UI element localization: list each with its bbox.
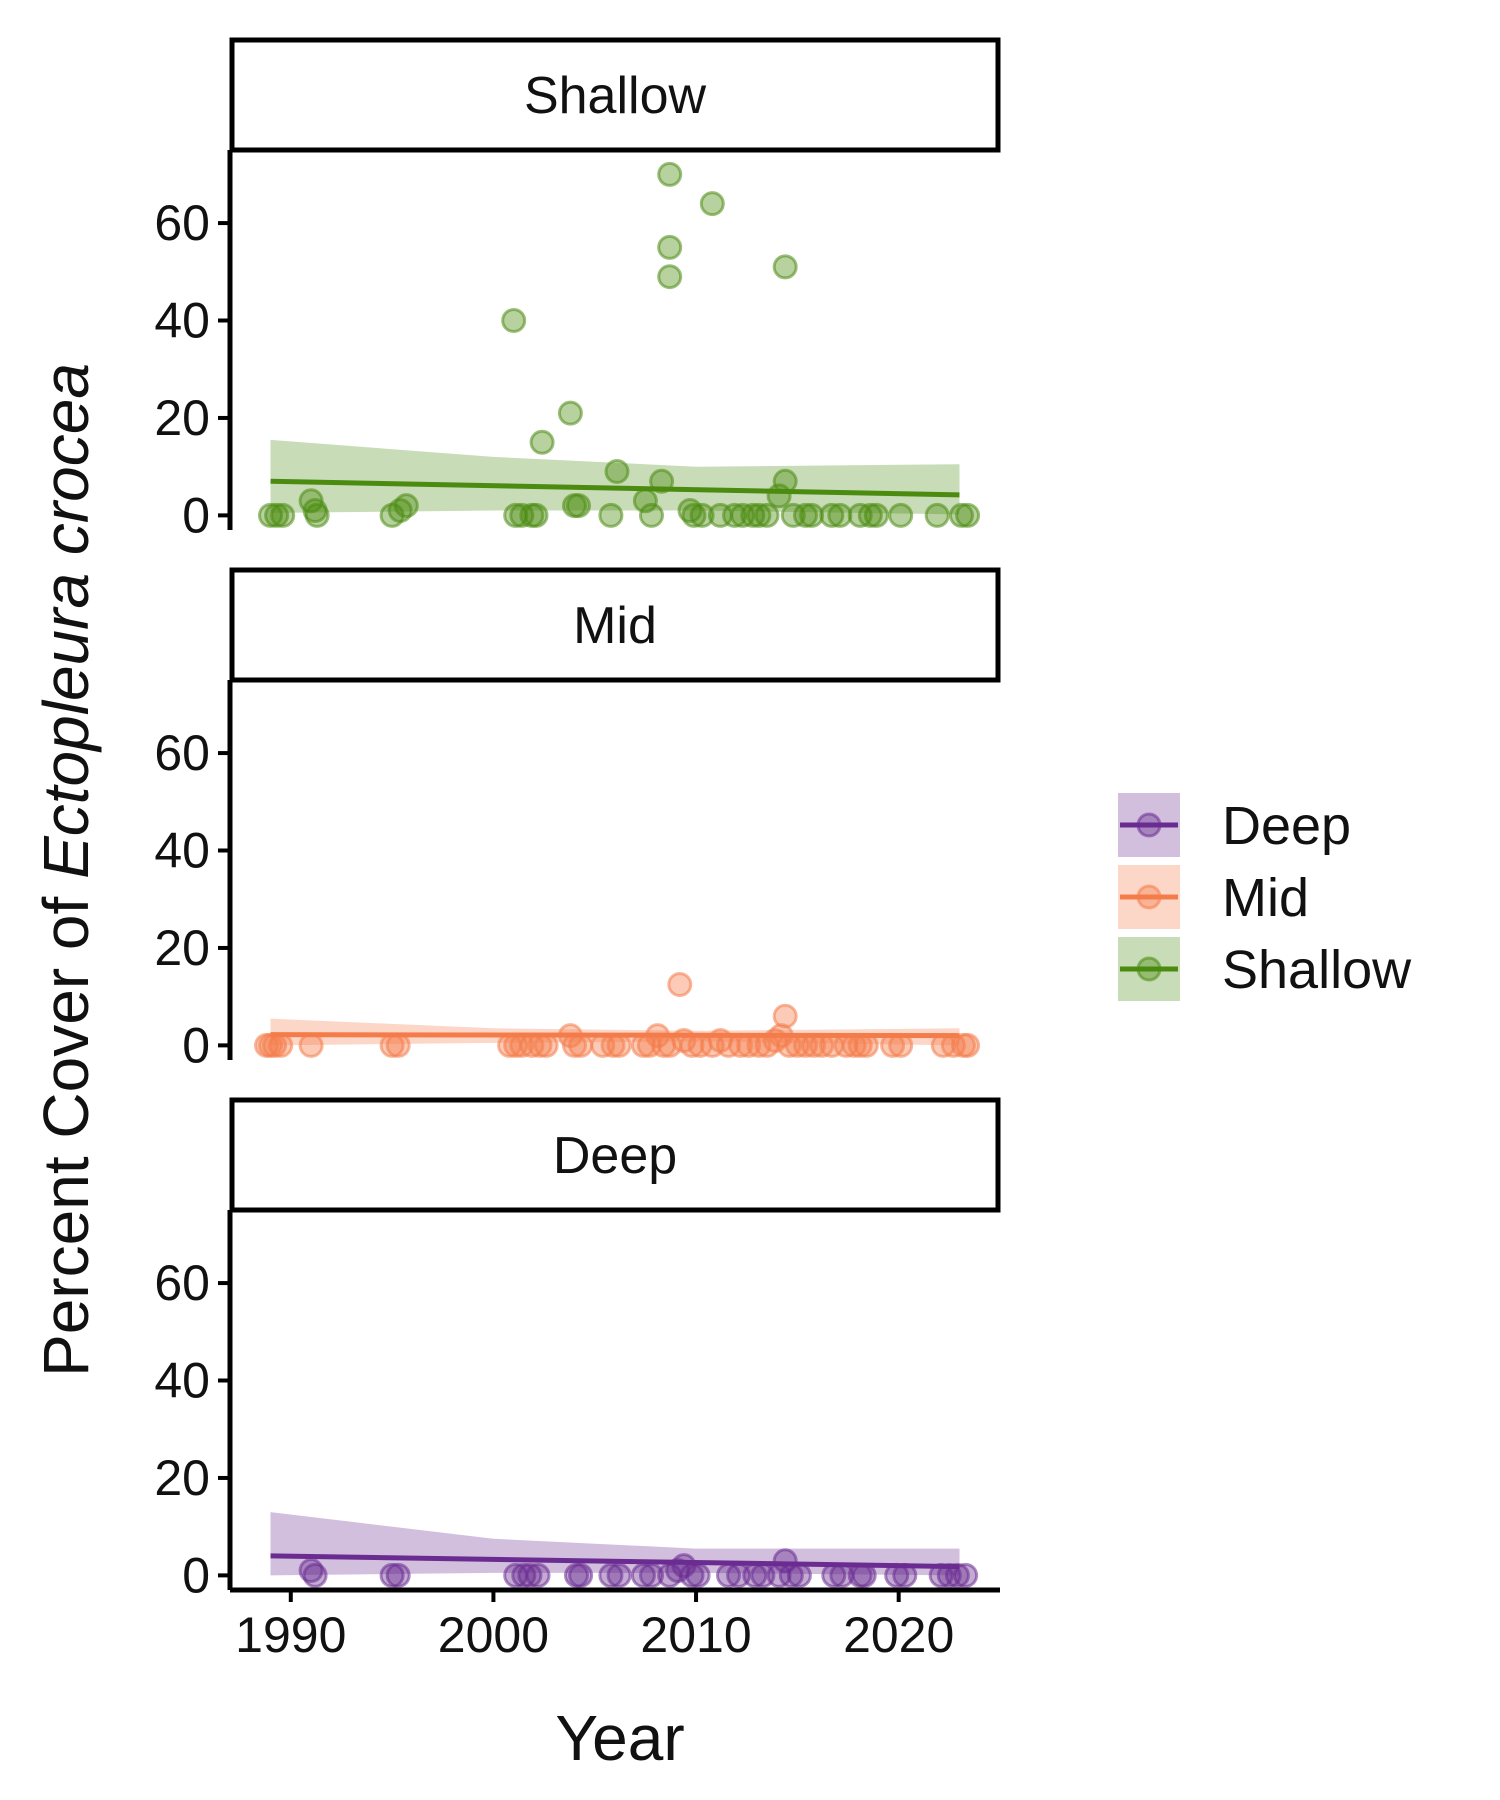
data-point <box>786 1562 812 1588</box>
data-point <box>746 502 772 528</box>
data-point <box>888 502 914 528</box>
panel-deep: Deep 0 20 40 60 1990 2000 2010 2020 <box>154 1097 1001 1663</box>
data-point <box>799 502 825 528</box>
y-tick-label: 20 <box>154 920 210 976</box>
x-axis-title: Year <box>555 1702 684 1774</box>
data-point <box>606 1562 632 1588</box>
x-tick-label: 2020 <box>843 1607 954 1663</box>
y-axis-title: Percent Cover of Ectopleura crocea <box>30 363 102 1377</box>
data-point <box>393 493 419 519</box>
data-point <box>298 1032 324 1058</box>
data-point <box>955 502 981 528</box>
trend-line <box>270 1553 960 1570</box>
data-point <box>722 502 748 528</box>
data-point <box>667 972 693 997</box>
data-point <box>685 1562 711 1588</box>
panel-shallow: Shallow 0 20 40 60 <box>154 37 1001 543</box>
x-tick-label: 2010 <box>640 1607 751 1663</box>
trend-line <box>270 478 960 498</box>
y-tick-label: 60 <box>154 195 210 251</box>
data-point <box>772 1003 798 1029</box>
legend-key-point <box>1136 956 1162 982</box>
data-point <box>302 1562 328 1588</box>
strip-box <box>229 567 1001 683</box>
data-point <box>568 1032 594 1058</box>
data-point <box>699 191 725 217</box>
data-point <box>681 502 707 528</box>
x-tick-label: 1990 <box>235 1607 346 1663</box>
data-point <box>754 502 780 528</box>
data-point <box>598 1562 624 1588</box>
data-point <box>827 502 853 528</box>
data-point <box>630 1562 656 1588</box>
data-point <box>657 264 683 290</box>
data-point <box>604 459 630 484</box>
legend-label: Mid <box>1222 868 1309 928</box>
data-point <box>955 1032 981 1058</box>
data-point <box>385 1562 411 1588</box>
y-tick-label: 20 <box>154 390 210 446</box>
data-point <box>566 493 591 519</box>
legend-label: Deep <box>1222 796 1351 856</box>
data-point <box>525 1562 551 1588</box>
legend-item-deep: Deep <box>1118 793 1351 857</box>
data-point <box>657 161 683 187</box>
trend-line <box>270 1032 960 1039</box>
strip-label: Shallow <box>524 67 707 125</box>
strip-label: Deep <box>553 1127 677 1185</box>
y-tick-label: 40 <box>154 293 210 349</box>
legend: Deep Mid Shallow <box>1118 793 1412 1001</box>
legend-key-point <box>1136 884 1162 910</box>
data-point <box>517 1562 543 1588</box>
confidence-ribbon <box>270 439 960 515</box>
y-tick-label: 0 <box>182 1017 210 1073</box>
data-point <box>689 502 715 528</box>
data-point <box>379 1562 405 1588</box>
data-point <box>264 502 290 528</box>
data-point <box>557 400 583 426</box>
data-point <box>568 1562 594 1588</box>
y-axis-title-species: Ectopleura crocea <box>30 363 102 879</box>
strip-box <box>229 1097 1001 1213</box>
x-tick-label: 2000 <box>438 1607 549 1663</box>
data-point <box>501 308 527 333</box>
data-point <box>639 502 664 528</box>
data-point <box>949 502 974 528</box>
y-tick-label: 0 <box>182 1547 210 1603</box>
data-point <box>819 502 845 528</box>
legend-item-shallow: Shallow <box>1118 937 1412 1001</box>
data-point <box>270 502 296 528</box>
legend-label: Shallow <box>1222 940 1412 1000</box>
data-point <box>953 1562 979 1588</box>
data-point <box>639 1562 664 1588</box>
strip-box <box>229 37 1001 153</box>
legend-item-mid: Mid <box>1118 865 1309 929</box>
data-point <box>772 254 798 280</box>
y-tick-label: 60 <box>154 725 210 781</box>
data-point <box>268 1032 294 1058</box>
data-point <box>657 234 683 260</box>
y-tick-label: 40 <box>154 1353 210 1409</box>
y-tick-label: 60 <box>154 1255 210 1311</box>
data-point <box>863 502 889 528</box>
data-point <box>606 1032 632 1058</box>
data-point <box>924 502 950 528</box>
data-point <box>793 502 818 528</box>
y-tick-label: 20 <box>154 1450 210 1506</box>
y-axis-title-prefix: Percent Cover of <box>30 879 102 1377</box>
data-point <box>304 502 330 528</box>
panel-mid: Mid 0 20 40 60 <box>154 567 1001 1073</box>
y-tick-label: 40 <box>154 823 210 879</box>
data-point <box>598 502 624 528</box>
strip-label: Mid <box>573 597 657 655</box>
panels-layer: Shallow 0 20 40 60 Mid 0 20 40 60 Deep 0 20 40 60 1990 2… <box>154 37 1001 1663</box>
data-point <box>857 502 883 528</box>
data-point <box>385 1032 411 1058</box>
data-point <box>529 429 555 455</box>
data-point <box>533 1032 559 1058</box>
data-point <box>523 502 549 528</box>
legend-key-point <box>1136 812 1162 838</box>
y-tick-label: 0 <box>182 487 210 543</box>
